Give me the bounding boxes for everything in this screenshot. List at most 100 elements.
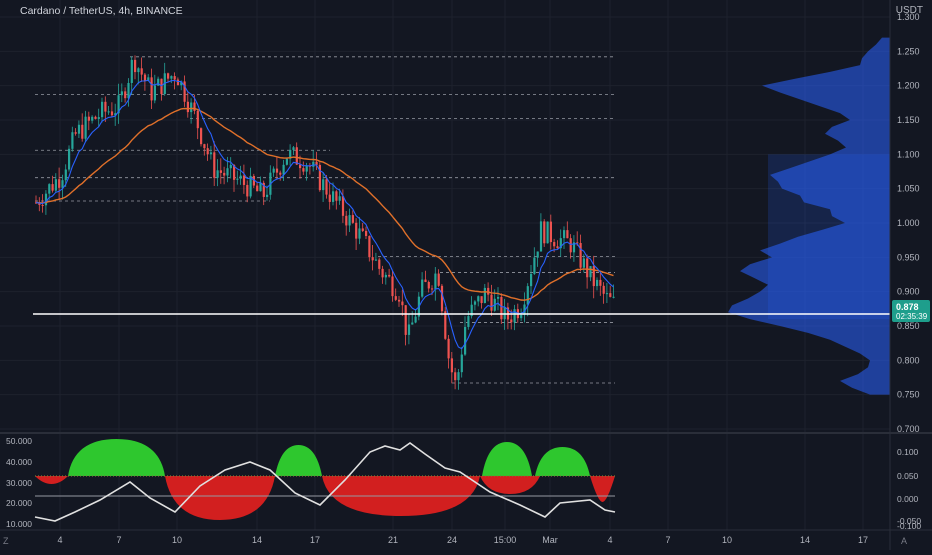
candle-body	[266, 194, 269, 197]
candle-body	[54, 179, 57, 191]
candle-body	[38, 202, 41, 205]
time-tick-label: 14	[252, 535, 262, 545]
candle-body	[147, 77, 150, 81]
candle-body	[153, 85, 156, 101]
candle-body	[183, 81, 186, 102]
osc-right-tick-label: 0.000	[897, 494, 919, 504]
candle-body	[213, 152, 216, 178]
candle-body	[150, 77, 153, 101]
candle-body	[371, 257, 374, 261]
candle-body	[71, 132, 74, 149]
candle-body	[318, 164, 321, 191]
candle-body	[137, 68, 140, 73]
candle-body	[68, 148, 71, 170]
time-tick-label: Mar	[542, 535, 558, 545]
candle-body	[341, 196, 345, 216]
oscillator-axes[interactable]: 50.000 40.000 30.000 20.000 10.000 0.100 0.050…	[6, 436, 921, 531]
candle-body	[368, 235, 371, 258]
symbol-legend[interactable]: Cardano / TetherUS, 4h, BINANCE	[20, 5, 183, 17]
candle-body	[407, 324, 411, 335]
candle-body	[447, 338, 450, 359]
time-tick-label: 10	[172, 535, 182, 545]
candle-body	[61, 180, 64, 188]
candle-body	[84, 116, 87, 139]
osc-positive-hump	[275, 445, 322, 476]
price-tick-label: 0.800	[897, 355, 920, 365]
candle-body	[256, 185, 259, 192]
candle-body	[289, 149, 292, 159]
candle-body	[473, 301, 477, 305]
symbol-title: Cardano / TetherUS, 4h, BINANCE	[20, 5, 183, 17]
candle-body	[596, 279, 599, 287]
osc-left-tick-label: 50.000	[6, 436, 32, 446]
time-axis[interactable]: 4 7 10 14 17 21 24 15:00 Mar 4 7 10 14 17	[0, 529, 932, 545]
candle-body	[487, 287, 490, 295]
candle-body	[351, 215, 354, 223]
candle-body	[490, 294, 493, 311]
candle-body	[480, 296, 483, 304]
timezone-toggle[interactable]: Z	[3, 536, 9, 546]
candle-body	[127, 82, 130, 99]
candle-body	[190, 102, 193, 113]
time-tick-label: 24	[447, 535, 457, 545]
candle-body	[427, 281, 430, 289]
candle-body	[120, 91, 123, 96]
candle-body	[328, 194, 331, 202]
candle-body	[219, 170, 222, 173]
candle-body	[48, 184, 51, 194]
candle-body	[272, 168, 275, 173]
candle-body	[533, 257, 536, 274]
candle-body	[41, 204, 44, 206]
candle-body	[249, 175, 252, 197]
support-resistance-levels	[35, 56, 615, 384]
candle-body	[414, 316, 417, 323]
osc-left-tick-label: 20.000	[6, 498, 32, 508]
candle-body	[513, 309, 516, 323]
candle-body	[569, 238, 572, 253]
candle-body	[209, 152, 213, 155]
candle-body	[117, 95, 120, 114]
candle-body	[226, 168, 229, 176]
candle-body	[259, 182, 262, 192]
candle-body	[242, 175, 246, 185]
osc-right-tick-label: -0.050	[897, 516, 921, 526]
candle-body	[110, 111, 114, 116]
candle-body	[200, 128, 203, 145]
candle-body	[295, 147, 298, 165]
price-axis[interactable]: 1.300 1.250 1.200 1.150 1.100 1.050 1.000 0.950…	[889, 0, 920, 550]
candle-body	[233, 164, 236, 180]
candle-body	[605, 293, 609, 295]
osc-left-tick-label: 30.000	[6, 478, 32, 488]
candle-body	[477, 296, 480, 302]
price-tick-label: 0.750	[897, 390, 920, 400]
osc-left-tick-label: 40.000	[6, 457, 32, 467]
candle-body	[546, 221, 549, 244]
candle-body	[411, 322, 414, 325]
currency-label[interactable]: USDT	[895, 5, 923, 16]
candle-body	[77, 124, 81, 134]
candle-body	[74, 132, 77, 134]
candle-body	[176, 79, 180, 86]
time-tick-label: 7	[665, 535, 670, 545]
current-price-badge: 0.878 02:35:39	[892, 300, 930, 322]
grid-lines	[0, 0, 890, 530]
candle-body	[365, 230, 368, 236]
price-tick-label: 1.250	[897, 46, 920, 56]
time-tick-label: 7	[116, 535, 121, 545]
candle-body	[609, 293, 612, 297]
candle-body	[186, 101, 189, 113]
candle-body	[305, 165, 308, 172]
auto-scale-toggle[interactable]: A	[900, 536, 907, 546]
candle-body	[196, 110, 199, 129]
candlesticks	[35, 55, 615, 390]
price-tick-label: 0.850	[897, 321, 920, 331]
candle-body	[553, 242, 556, 247]
candle-body	[586, 258, 589, 278]
candle-body	[173, 76, 176, 80]
candle-body	[332, 191, 335, 202]
ema-slow-line	[35, 107, 614, 301]
candle-body	[252, 175, 255, 186]
candle-body	[539, 221, 543, 252]
